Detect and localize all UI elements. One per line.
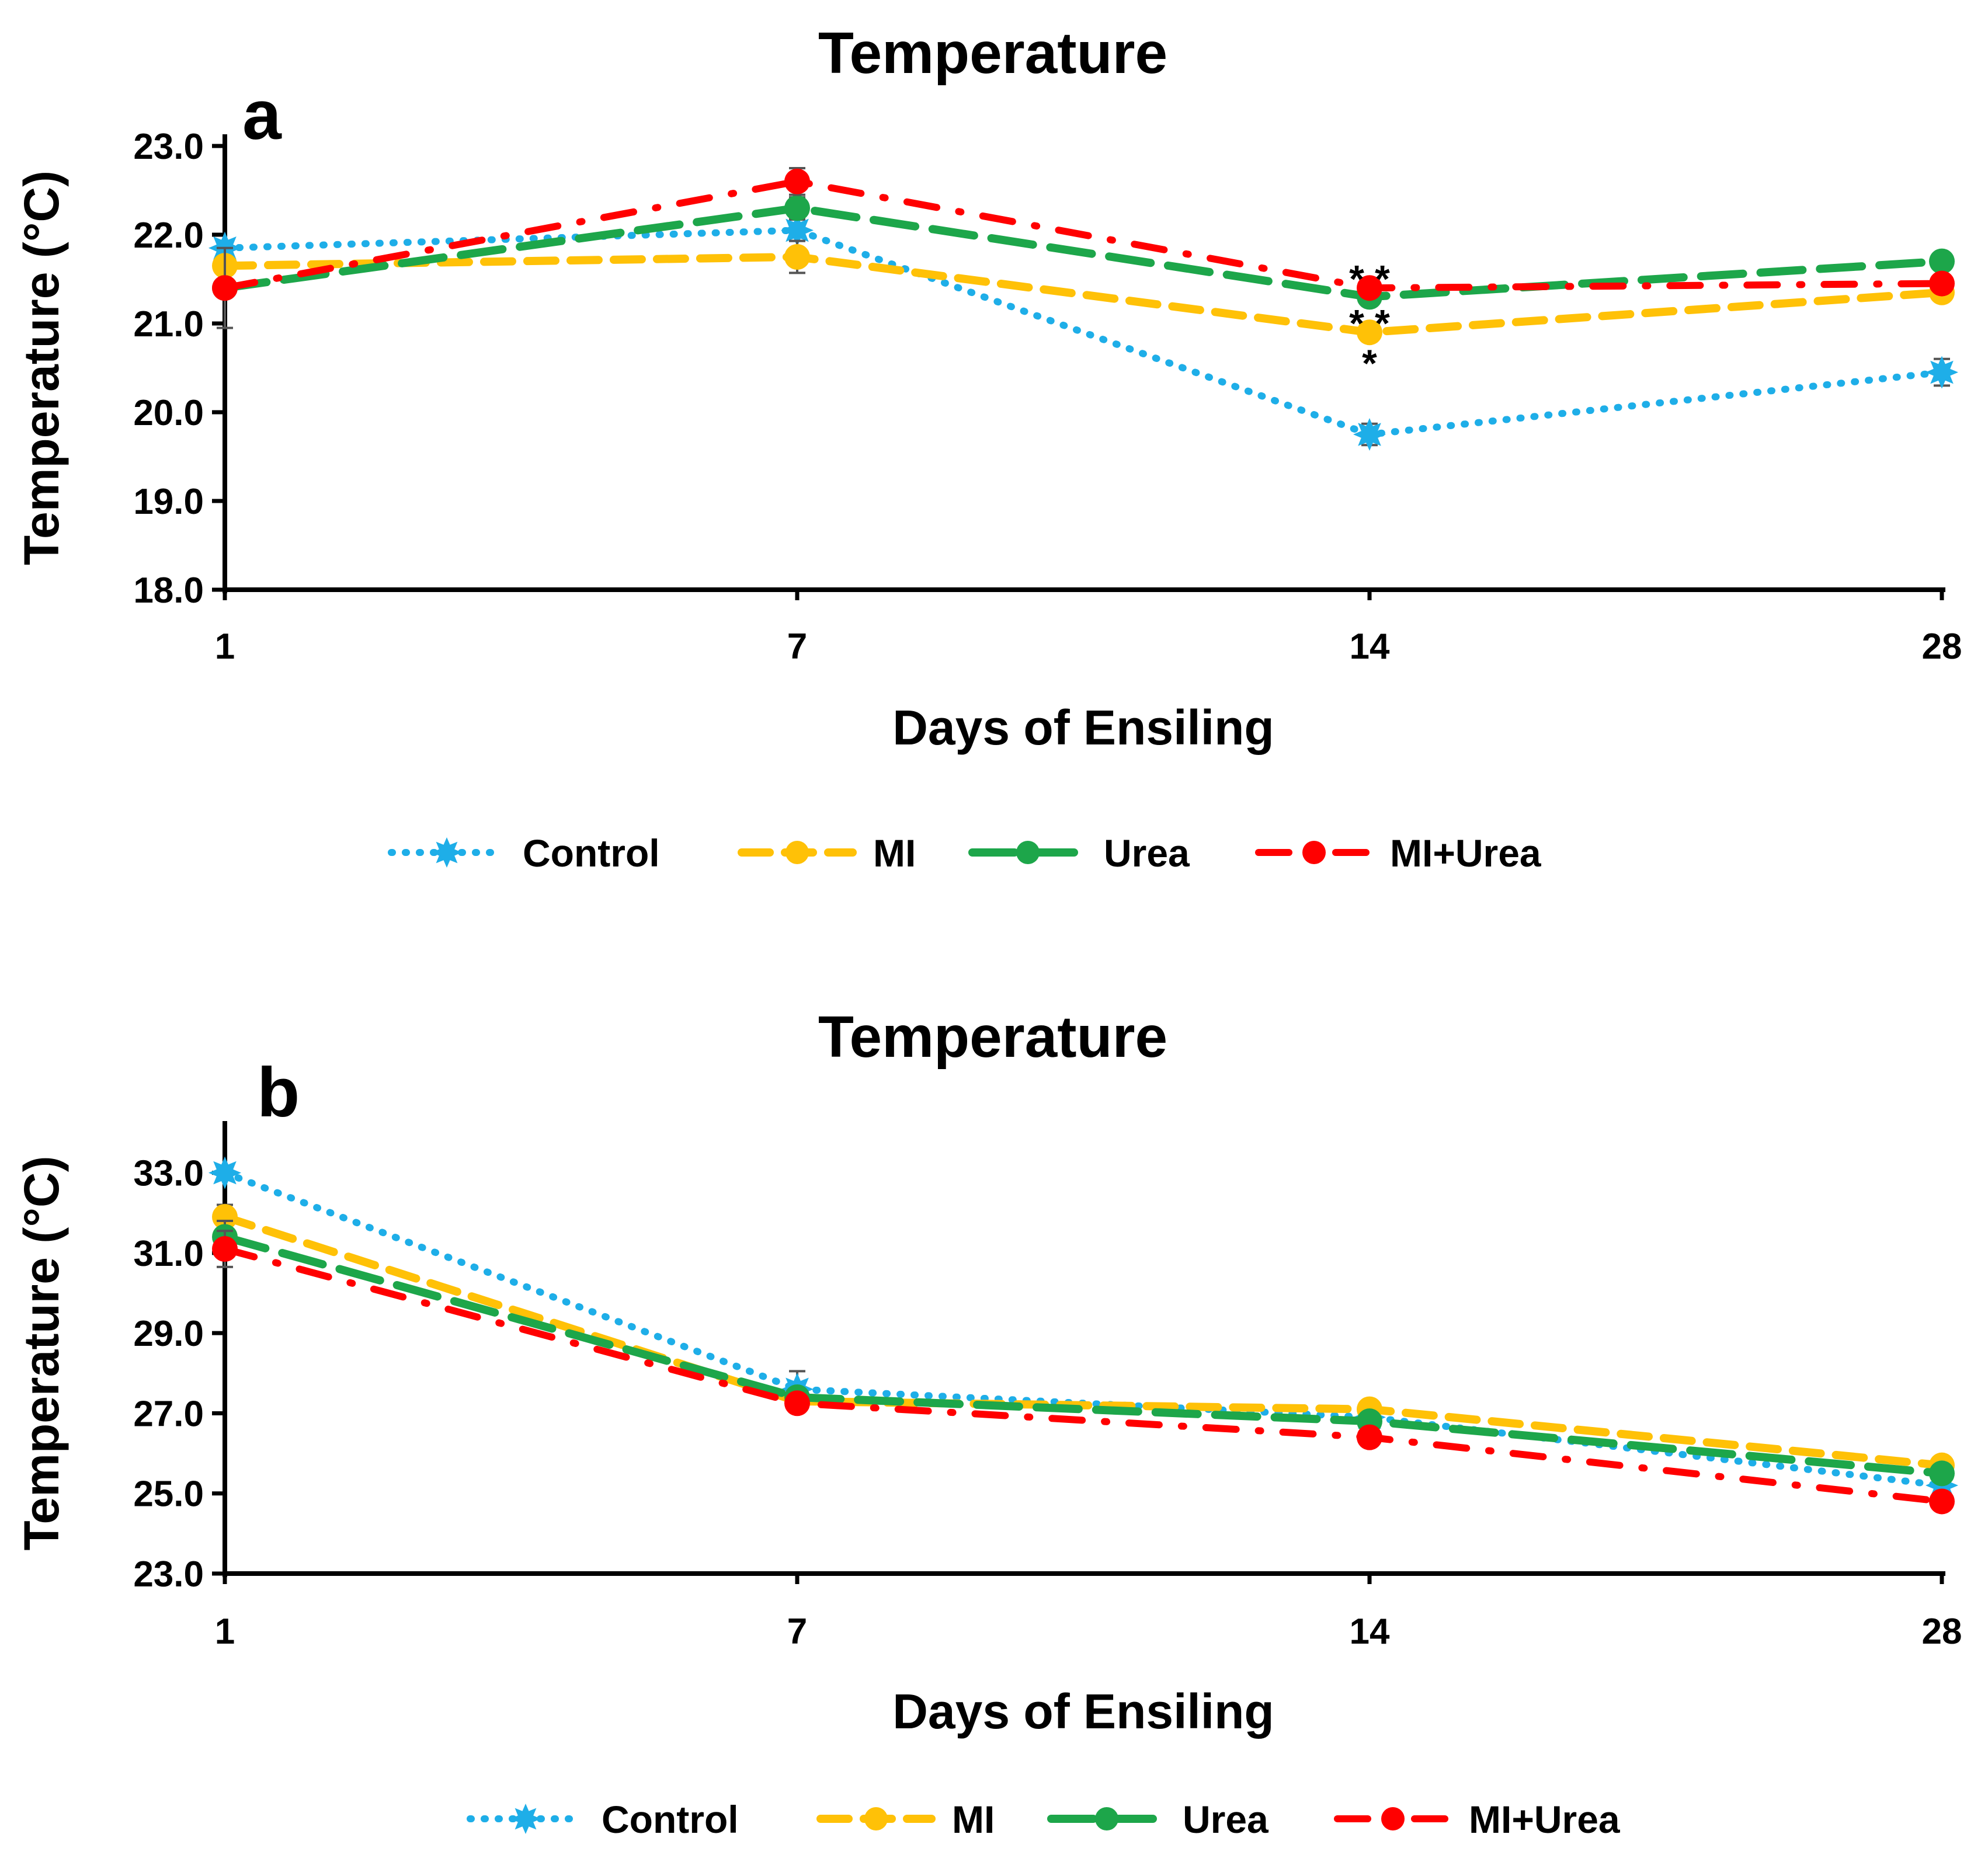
data-point [784,244,810,270]
y-tick-label: 23.0 [133,127,204,167]
y-tick-label: 21.0 [133,304,204,344]
series-mi-plus-urea [212,1230,1955,1515]
x-axis-title: Days of Ensiling [892,1684,1274,1739]
series-line [221,1213,1946,1470]
legend-marker [510,1804,541,1834]
series-urea [212,1220,1955,1487]
series-line [221,204,1946,301]
y-tick-label: 27.0 [133,1394,204,1434]
significance-marker: * * [1349,257,1390,300]
chart-title: Temperature [818,1004,1167,1070]
data-point [1929,1460,1955,1487]
data-point [212,1204,238,1230]
panel-label: b [257,1053,300,1132]
y-tick-label: 23.0 [133,1554,204,1595]
data-point [784,195,810,221]
x-tick-label: 28 [1922,1612,1962,1652]
x-tick-label: 14 [1350,1612,1390,1652]
data-point [1357,319,1382,346]
data-point [212,275,238,301]
panel-label: a [242,76,282,154]
legend-marker [432,837,462,868]
data-point [784,168,810,194]
legend-marker [864,1807,888,1830]
legend-marker [1381,1807,1405,1830]
legend-marker [1302,841,1326,864]
x-tick-label: 14 [1350,627,1390,667]
x-tick-label: 7 [787,1612,807,1652]
x-axis-title: Days of Ensiling [892,700,1274,755]
legend-label: MI [873,831,916,875]
y-axis-title: Temperature (°C) [14,170,69,565]
legend-label: Urea [1183,1798,1269,1841]
chart-panel-a: Temperature a 18.0 19.0 20.0 21.0 22.0 23.0 1 7 14… [14,20,1962,875]
y-tick-label: 18.0 [133,570,204,611]
x-tick-label: 28 [1922,627,1962,667]
significance-marker: * [1362,342,1377,385]
y-tick-label: 19.0 [133,482,204,522]
data-point [212,1236,238,1262]
legend-marker [1095,1807,1118,1830]
chart-title: Temperature [818,20,1167,86]
chart-panel-b: Temperature b 23.0 25.0 27.0 29.0 31.0 33.0 1 7 14… [14,1004,1962,1841]
significance-marker: * * [1349,301,1390,344]
y-tick-label: 20.0 [133,393,204,433]
data-point [1357,1424,1382,1450]
series-mi [212,1203,1955,1478]
series-line [221,1233,1946,1478]
data-point [208,1156,241,1189]
x-tick-label: 7 [787,627,807,667]
legend-label: MI+Urea [1390,831,1542,875]
x-tick-label: 1 [215,1612,235,1652]
x-tick-label: 1 [215,627,235,667]
data-point [781,214,814,247]
legend: Control MI Urea MI+Urea [467,1798,1621,1841]
legend: Control MI Urea MI+Urea [388,831,1542,875]
series-line [221,1245,1945,1505]
y-tick-label: 22.0 [133,215,204,256]
y-tick-label: 29.0 [133,1314,204,1354]
legend-label: Urea [1104,831,1190,875]
series-line [221,253,1946,337]
data-point [1357,275,1382,301]
data-point [1926,356,1958,389]
series-mi-plus-urea [212,167,1955,301]
data-point [1929,270,1955,297]
data-point [784,1390,810,1417]
data-point [1929,1488,1955,1515]
legend-marker [786,841,809,864]
series-line [221,178,1945,292]
data-point [1929,248,1955,274]
legend-label: Control [523,831,660,875]
legend-label: MI+Urea [1469,1798,1621,1841]
legend-marker [1016,841,1040,864]
y-tick-label: 33.0 [133,1154,204,1194]
y-axis-title: Temperature (°C) [14,1156,69,1550]
legend-label: Control [602,1798,739,1841]
data-point [1353,418,1386,451]
y-tick-label: 25.0 [133,1474,204,1515]
y-tick-label: 31.0 [133,1234,204,1274]
legend-label: MI [952,1798,995,1841]
